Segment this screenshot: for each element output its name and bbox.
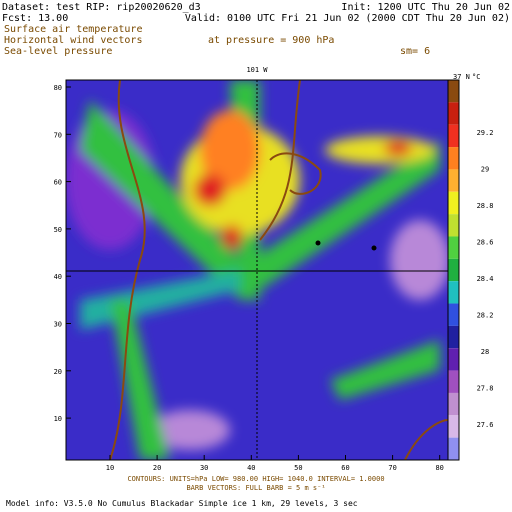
x-tick-label: 30 <box>200 464 208 472</box>
colorbar-cell <box>448 236 459 259</box>
colorbar: 29.2 29 28.8 28.6 28.4 28.2 28 27.8 27.6 <box>447 79 494 461</box>
colorbar-cell <box>448 303 459 326</box>
colorbar-label: 29.2 <box>477 129 494 137</box>
x-tick-label: 60 <box>341 464 349 472</box>
lat-label: 37 N <box>453 73 470 81</box>
contours: CONTOURS: UNITS=hPa LOW= 980.00 HIGH= 10… <box>127 475 384 483</box>
colorbar-cell <box>448 348 459 371</box>
y-tick-label: 20 <box>54 368 62 376</box>
y-tick-label: 30 <box>54 321 62 329</box>
colorbar-cell <box>448 80 459 103</box>
dataset: Dataset: test RIP: rip20020620_d3 <box>2 2 201 13</box>
x-tick-label: 40 <box>247 464 255 472</box>
colorbar-label: 28.2 <box>477 312 494 320</box>
colorbar-label: 28.4 <box>477 275 494 283</box>
colorbar-cell <box>448 169 459 192</box>
unit: °C <box>472 73 480 81</box>
y-tick-label: 60 <box>54 179 62 187</box>
field-image <box>66 80 448 460</box>
colorbar-cell <box>448 102 459 125</box>
lon-label: 101 W <box>246 66 268 74</box>
colorbar-cell <box>448 437 459 460</box>
colorbar-cell <box>448 281 459 304</box>
colorbar-cell <box>448 191 459 215</box>
field: Horizontal wind vectors <box>4 35 142 46</box>
colorbar-cell <box>448 124 459 148</box>
smooth: sm= 6 <box>400 46 430 57</box>
model-info: Model info: V3.5.0 No Cumulus Blackadar … <box>6 499 358 508</box>
colorbar-cell <box>448 370 459 393</box>
colorbar-label: 27.8 <box>477 385 494 393</box>
init: Init: 1200 UTC Thu 20 Jun 02 <box>341 2 510 13</box>
colorbar-cell <box>448 325 459 349</box>
colorbar-label: 29 <box>481 166 489 174</box>
y-tick-label: 10 <box>54 415 62 423</box>
y-tick-label: 40 <box>54 273 62 281</box>
x-tick-label: 20 <box>153 464 161 472</box>
colorbar-cell <box>448 415 459 438</box>
colorbar-frame <box>447 79 460 461</box>
colorbar-cell <box>448 147 459 170</box>
x-tick-label: 70 <box>388 464 396 472</box>
x-tick-label: 50 <box>294 464 302 472</box>
barbs: BARB VECTORS: FULL BARB = 5 m s⁻¹ <box>186 484 325 492</box>
colorbar-cell <box>448 214 459 237</box>
y-tick-label: 50 <box>54 226 62 234</box>
y-tick-label: 80 <box>54 84 62 92</box>
fcst: Fcst: 13.00 <box>2 13 68 24</box>
colorbar-cell <box>448 258 459 282</box>
valid: Valid: 0100 UTC Fri 21 Jun 02 (2000 CDT … <box>185 13 510 24</box>
field: Surface air temperature <box>4 24 142 35</box>
field: Sea-level pressure <box>4 46 112 57</box>
colorbar-label: 27.6 <box>477 421 494 429</box>
colorbar-label: 28.8 <box>477 202 494 210</box>
x-tick-label: 10 <box>106 464 114 472</box>
x-tick-label: 80 <box>435 464 443 472</box>
y-tick-label: 70 <box>54 131 62 139</box>
colorbar-label: 28.6 <box>477 239 494 247</box>
colorbar-label: 28 <box>481 348 489 356</box>
ticks: 10 20 30 40 50 60 70 80 80 70 60 50 40 30 20 10 <box>54 84 444 472</box>
colorbar-cell <box>448 392 459 416</box>
pressure: at pressure = 900 hPa <box>208 35 334 46</box>
